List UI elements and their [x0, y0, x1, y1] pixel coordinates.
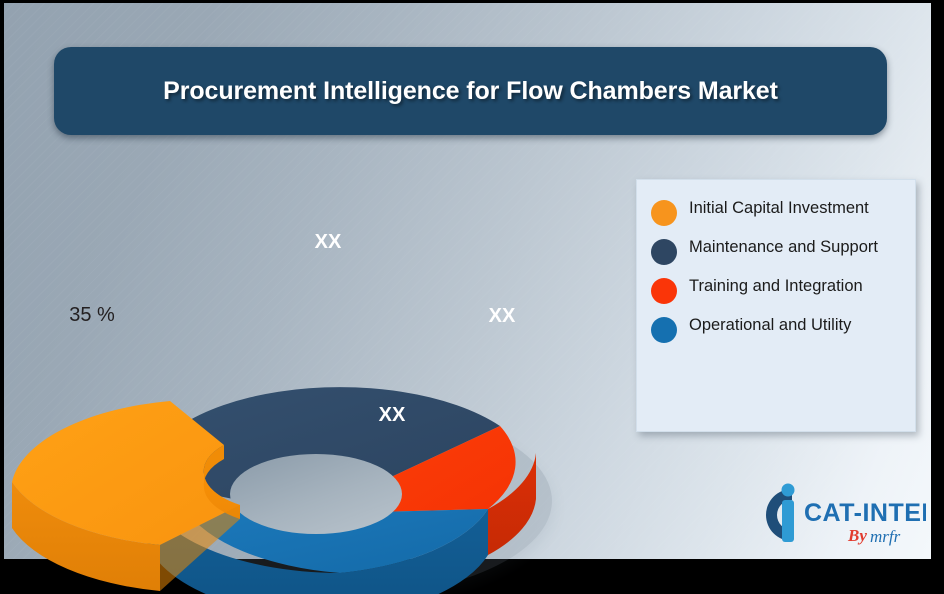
red-slice: [376, 426, 516, 512]
title-banner: Procurement Intelligence for Flow Chambe…: [54, 47, 887, 135]
legend-item-maintenance-and-support[interactable]: Maintenance and Support: [651, 237, 903, 265]
logo-byline-brand: mrfr: [870, 527, 901, 546]
logo-byline-prefix: By: [847, 526, 867, 545]
orange-slice-top: [12, 401, 240, 545]
slide-canvas: Procurement Intelligence for Flow Chambe…: [4, 3, 931, 594]
chart-legend: Initial Capital Investment Maintenance a…: [636, 179, 916, 432]
navy-slice-top: [143, 387, 500, 501]
page-title: Procurement Intelligence for Flow Chambe…: [163, 76, 778, 105]
legend-item-label: Training and Integration: [689, 277, 863, 295]
slice-label-navy: XX: [315, 231, 342, 253]
logo-i-stem-icon: [782, 500, 794, 542]
legend-swatch-icon: [651, 317, 677, 343]
donut-chart-svg: 35 % XX XX XX: [12, 231, 552, 594]
blue-slice-side: [144, 481, 488, 594]
ring-depth: [144, 453, 536, 594]
legend-swatch-icon: [651, 200, 677, 226]
logo-i-dot-icon: [781, 483, 795, 497]
red-slice-side: [488, 453, 536, 555]
legend-item-label: Initial Capital Investment: [689, 199, 869, 217]
logo-svg: CAT-INTEL By mrfr: [766, 483, 926, 546]
legend-swatch-icon: [651, 239, 677, 265]
red-slice-top: [376, 426, 516, 512]
legend-item-label: Maintenance and Support: [689, 238, 878, 256]
donut-chart: 35 % XX XX XX: [10, 181, 620, 594]
logo-wordmark: CAT-INTEL: [804, 499, 926, 527]
slice-label-orange: 35 %: [69, 304, 115, 326]
orange-slice-inner-wall: [204, 474, 240, 519]
donut-hole: [230, 454, 402, 534]
legend-item-training-and-integration[interactable]: Training and Integration: [651, 276, 903, 304]
legend-item-label: Operational and Utility: [689, 316, 852, 334]
slice-label-blue: XX: [379, 404, 406, 426]
logo-c-mark-icon: [766, 489, 792, 541]
slice-label-red: XX: [489, 305, 516, 327]
cat-intel-logo: CAT-INTEL By mrfr: [756, 481, 926, 553]
orange-slice-side: [12, 482, 160, 591]
legend-swatch-icon: [651, 278, 677, 304]
legend-item-initial-capital-investment[interactable]: Initial Capital Investment: [651, 198, 903, 226]
orange-slice-cut-face: [160, 505, 240, 591]
orange-slice: [12, 401, 240, 591]
orange-slice-inner-wall-2: [203, 445, 224, 488]
legend-item-operational-and-utility[interactable]: Operational and Utility: [651, 315, 903, 343]
